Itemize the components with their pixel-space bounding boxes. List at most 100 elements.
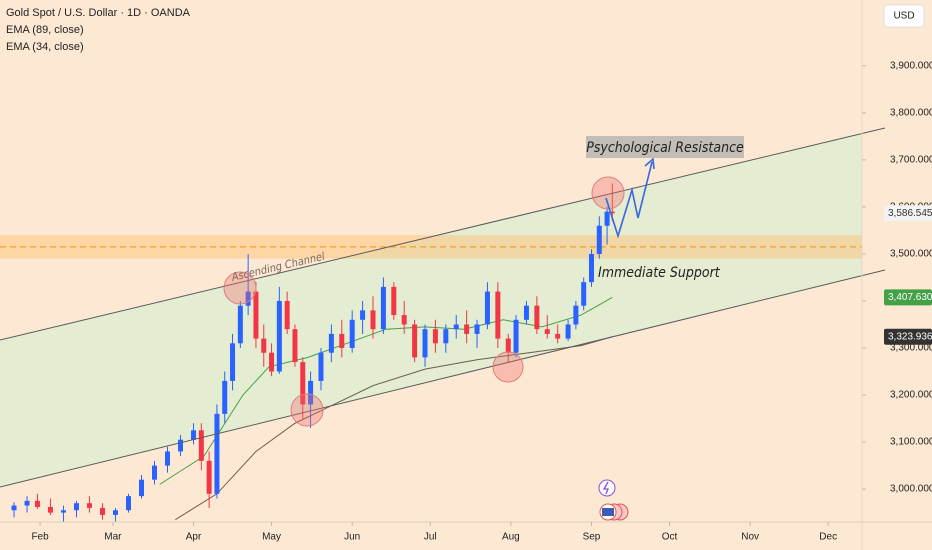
ema-price-label: 3,407.630 [888, 292, 932, 303]
candle-body [604, 211, 610, 226]
y-tick-label: 3,500.000 [890, 249, 932, 260]
candle-body [11, 505, 17, 511]
x-tick-label: Feb [31, 532, 49, 543]
support-label: Immediate Support [598, 265, 721, 281]
candle-body [86, 503, 92, 508]
candle-body [596, 225, 602, 254]
highlight-circle [591, 176, 625, 210]
drawings: Psychological Resistance Immediate Suppo… [223, 136, 744, 521]
ema-price-label-box [884, 289, 932, 306]
candle-body [165, 451, 171, 466]
x-tick-label: Jul [424, 532, 437, 543]
ema-price-label: 3,323.936 [888, 331, 932, 342]
highlight-circle [290, 393, 324, 427]
candle-body [261, 338, 267, 353]
candle-body [453, 324, 459, 330]
highlight-circle [492, 351, 524, 383]
candle-body [573, 305, 579, 325]
candle-body [237, 305, 243, 344]
candle-body [24, 500, 30, 506]
candle-body [505, 338, 511, 353]
y-tick-label: 3,900.000 [890, 60, 932, 71]
lightning-icon [602, 481, 609, 495]
candle-body [495, 291, 501, 339]
candle-body [152, 465, 158, 480]
legend-entry: EMA (34, close) [6, 41, 84, 53]
resistance-label-box [586, 136, 744, 158]
candle-body [99, 507, 105, 515]
candle-body [588, 253, 594, 283]
candle-body [609, 211, 615, 214]
candle-body [339, 333, 345, 348]
candle-body [474, 324, 480, 334]
candle-body [191, 430, 197, 440]
channel-fill [0, 133, 862, 487]
x-tick-label: Oct [662, 532, 678, 543]
candle-body [284, 300, 290, 330]
x-tick-label: Dec [819, 532, 837, 543]
candle-body [391, 286, 397, 316]
candle-body [318, 352, 324, 381]
ema-price-label-box [884, 328, 932, 345]
x-tick-label: Aug [502, 532, 520, 543]
candle-body [253, 291, 259, 339]
projection-arrowhead [644, 157, 655, 170]
channel-lower [0, 269, 886, 488]
y-tick-label: 3,200.000 [890, 390, 932, 401]
candle-body [300, 362, 306, 405]
candle-body [178, 439, 184, 452]
flag-icon-inner [602, 508, 614, 516]
candle-body [464, 324, 470, 334]
y-tick-label: 3,000.000 [890, 484, 932, 495]
candle-body [534, 305, 540, 330]
candle-body [443, 329, 449, 344]
candle-body [523, 305, 529, 320]
candle-body [370, 310, 376, 330]
candle-body [125, 496, 131, 511]
currency-label: USD [893, 11, 914, 22]
candle-body [34, 500, 40, 507]
event-icon [598, 479, 616, 497]
candle-body [349, 319, 355, 348]
projection-path [605, 161, 653, 239]
candle-body [47, 506, 53, 513]
candle-body [138, 479, 144, 497]
y-tick-label: 3,800.000 [890, 108, 932, 119]
candle-body [308, 380, 314, 405]
currency-box[interactable] [883, 4, 925, 28]
candle-body [544, 329, 550, 334]
candle-body [328, 333, 334, 353]
x-tick-label: Nov [741, 532, 759, 543]
candle-body [230, 343, 236, 381]
candle-body [555, 333, 561, 339]
ema-line [159, 296, 613, 485]
x-tick-label: May [262, 532, 281, 543]
y-tick-label: 3,300.000 [890, 343, 932, 354]
y-tick-label: 3,700.000 [890, 155, 932, 166]
candle-body [432, 329, 438, 344]
last-price-label-box [884, 205, 932, 222]
x-tick-label: Apr [186, 532, 202, 543]
candle-body [245, 291, 251, 306]
candle-body [112, 510, 118, 515]
candle-body [401, 315, 407, 325]
x-tick-label: Jun [344, 532, 360, 543]
y-tick-label: 3,100.000 [890, 437, 932, 448]
legend-entry: EMA (89, close) [6, 24, 84, 36]
candle-body [484, 291, 490, 325]
candle-body [269, 352, 275, 372]
plot-area [0, 183, 862, 522]
chart-title: Gold Spot / U.S. Dollar · 1D · OANDA [6, 7, 191, 19]
last-price-label: 3,586.545 [888, 208, 932, 219]
candle-body [214, 413, 220, 494]
ema-line [175, 336, 613, 521]
candle-body [422, 329, 428, 358]
candle-body [360, 310, 366, 320]
candle-body [206, 460, 212, 494]
candle-body [581, 282, 587, 306]
candle-body [276, 300, 282, 372]
candle-body [222, 380, 228, 414]
x-tick-label: Mar [104, 532, 122, 543]
channel-upper [0, 127, 886, 341]
candle-body [565, 324, 571, 339]
